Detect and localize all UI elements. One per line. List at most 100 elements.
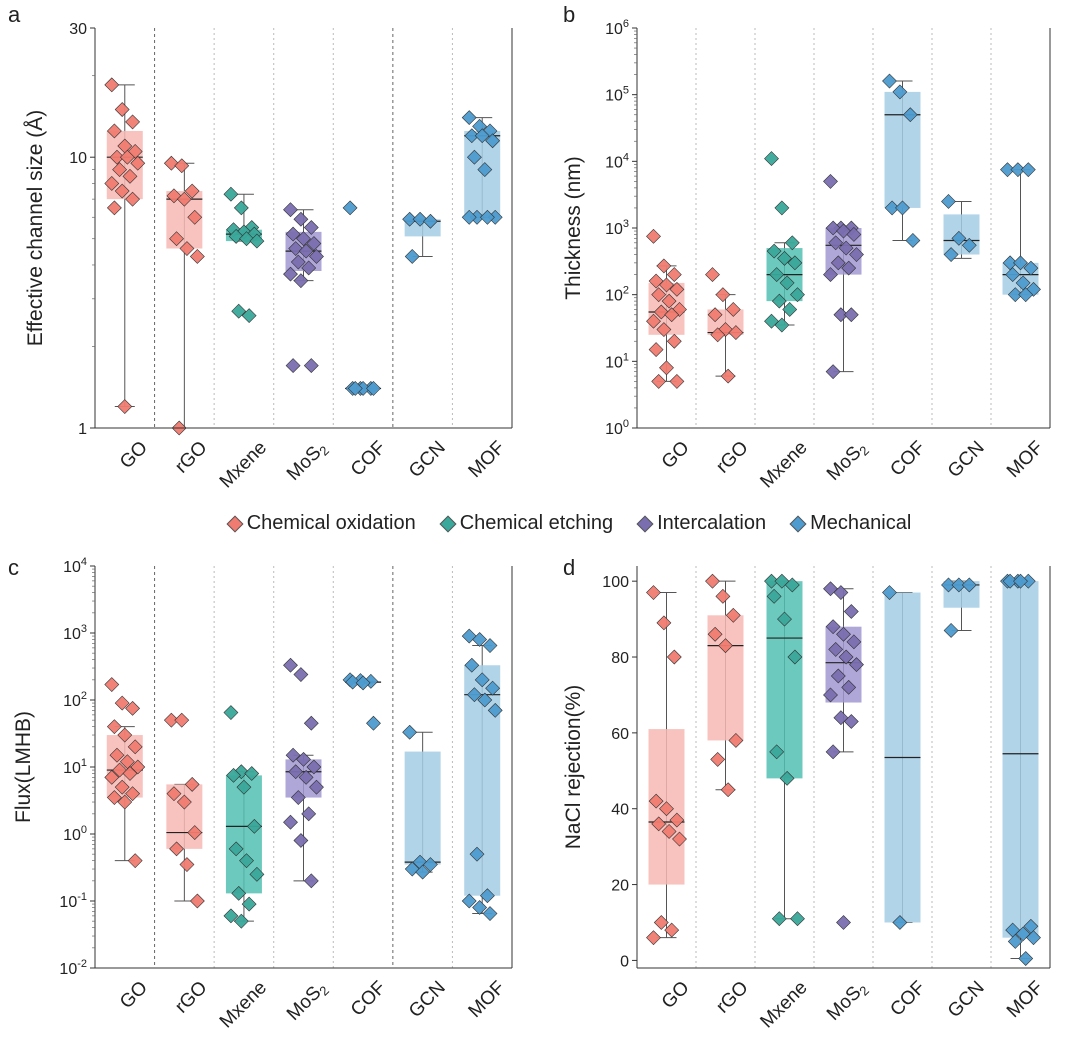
y-tick-label: 0 [620,953,629,970]
data-point [951,230,967,246]
data-point [355,675,371,691]
data-point [849,247,864,262]
legend-diamond-icon [636,515,654,532]
data-point [228,841,244,857]
data-point [1023,260,1039,276]
data-point [301,260,317,276]
data-point [1020,162,1036,178]
data-point [122,168,138,184]
data-point [122,766,138,781]
y-tick-label: 60 [611,726,629,743]
category-mxene [764,573,805,927]
y-axis-label: Effective channel size (Å) [24,110,47,347]
data-point [231,885,247,901]
data-point [659,277,674,293]
data-point [187,209,203,225]
data-point [104,769,120,785]
data-point [482,906,498,921]
data-point [1007,934,1023,949]
data-point [179,857,195,872]
data-point [226,767,241,783]
y-tick-label: 100 [602,574,629,591]
data-point [176,191,192,207]
panel-letter: d [563,555,575,580]
x-tick-label: rGO [712,977,752,1017]
data-point [659,801,674,817]
data-point [104,677,120,692]
data-point [1013,255,1028,271]
category-mxene [223,705,265,929]
data-point [114,779,130,795]
data-point [464,128,480,144]
data-point [846,634,862,650]
x-tick-label: MoS2 [283,437,332,486]
iqr-box [404,751,441,865]
data-point [184,183,200,199]
data-point [841,679,857,695]
data-point [466,687,482,703]
data-point [941,577,956,593]
y-tick-label: 103 [605,218,629,238]
data-point [1018,951,1034,966]
data-point [104,77,120,93]
data-point [1013,573,1028,589]
y-tick-label: 104 [63,556,87,576]
data-point [485,133,501,149]
data-point [474,672,490,688]
data-point [249,866,265,882]
legend-diamond-icon [226,515,244,532]
data-point [125,191,141,207]
data-point [285,226,301,242]
data-point [293,667,309,682]
data-point [1005,267,1021,283]
data-point [715,588,731,604]
data-point [288,241,304,256]
data-point [169,231,184,247]
data-point [828,235,844,251]
data-point [666,267,682,283]
data-point [109,747,125,763]
category-cof [342,672,382,731]
category-gcn [941,194,980,262]
data-point [725,302,741,317]
x-tick-label: COF [886,437,929,480]
data-point [127,853,143,869]
legend-diamond-icon [789,515,807,532]
data-point [774,200,790,216]
data-point [298,243,314,259]
data-point [345,674,361,690]
data-point [246,818,262,834]
data-point [117,399,133,414]
data-point [127,739,143,755]
data-point [106,200,122,216]
data-point [892,915,908,930]
data-point [653,304,669,320]
data-point [288,764,304,780]
data-point [882,585,897,600]
data-point [402,724,418,740]
data-point [306,759,322,775]
data-point [710,327,726,343]
data-point [720,368,736,384]
data-point [769,267,785,283]
x-tick-label: MoS2 [823,977,872,1026]
x-tick-label: GCN [405,977,450,1022]
data-point [825,364,841,380]
data-point [176,794,192,810]
data-point [830,668,846,684]
data-point [666,649,682,665]
x-tick-label: MoS2 [283,977,332,1026]
x-tick-label: Mxene [756,977,811,1032]
legend-item-mechanical: Mechanical [789,512,911,535]
x-tick-label: rGO [712,437,752,477]
data-point [233,200,249,216]
y-tick-label: 103 [63,623,87,643]
data-point [764,573,779,589]
data-point [774,317,790,333]
x-tick-label: Mxene [216,977,271,1032]
data-point [672,831,687,847]
data-point [342,200,358,216]
data-point [836,915,851,930]
x-tick-label: MOF [1003,437,1048,482]
data-point [223,186,239,202]
